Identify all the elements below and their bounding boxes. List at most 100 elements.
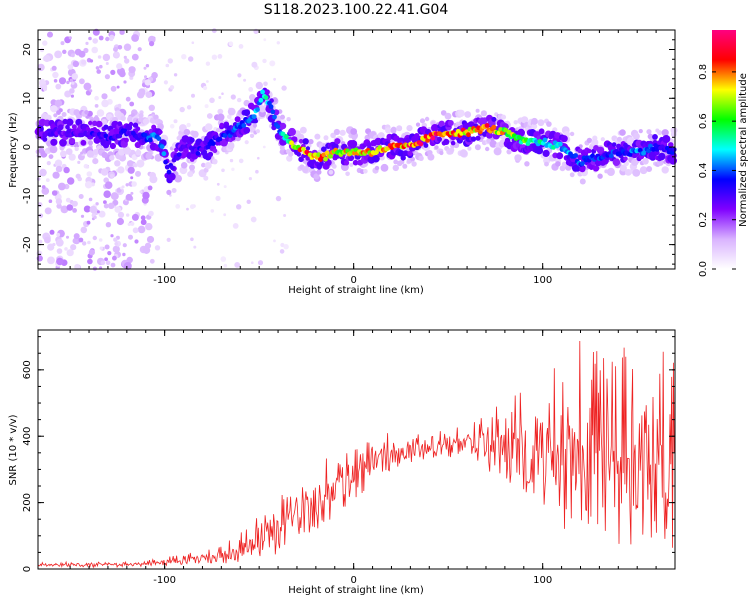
spectrogram-cell (406, 125, 413, 132)
spectrogram-cell (264, 89, 270, 95)
spectrogram-cell (229, 158, 234, 163)
spectrogram-cell (41, 185, 46, 189)
spectrogram-cell (71, 124, 77, 130)
spectrogram-cell (425, 138, 430, 143)
spectrogram-cell (131, 181, 137, 187)
spectrogram-cell (596, 146, 605, 154)
spectrogram-cell (286, 117, 291, 122)
spectrogram-cell (149, 258, 155, 264)
spectrogram-cell (126, 213, 130, 217)
spectrogram-plot-area (34, 28, 678, 271)
spectrogram-cell (145, 63, 150, 68)
spectrogram-cell (275, 195, 282, 202)
spectrogram-cell (542, 137, 548, 143)
spectrogram-cell (314, 133, 321, 140)
spectrogram-cell (189, 164, 195, 171)
spectrogram-cell (241, 123, 247, 128)
spectrogram-cell (399, 159, 405, 165)
spectrogram-cell (296, 133, 305, 142)
spectrogram-cell (671, 147, 677, 152)
spectrogram-cell (117, 211, 125, 218)
spectrogram-cell (122, 252, 126, 257)
spectrogram-cell (146, 236, 154, 243)
spectrogram-cell (124, 58, 130, 64)
spectrogram-cell (48, 154, 54, 160)
spectrogram-cell (170, 165, 175, 171)
spectrogram-cell (334, 138, 341, 145)
spectrogram-cell (569, 172, 575, 178)
spectrogram-cell (52, 171, 60, 179)
spectrogram-cell (231, 167, 235, 171)
spectrogram-cell (444, 112, 452, 120)
spectrogram-cell (99, 266, 103, 270)
spectrogram-cell (130, 191, 134, 195)
spectrogram-cell (215, 195, 221, 201)
spectrogram-cell (255, 107, 260, 112)
spectrogram-cell (59, 138, 67, 147)
spectrogram-cell (71, 73, 79, 80)
spectrogram-cell (555, 161, 561, 167)
y-tick-label: 0 (22, 566, 33, 572)
spectrogram-cell (191, 130, 199, 138)
spectrogram-cell (43, 54, 51, 63)
spectrogram-cell (131, 213, 139, 221)
spectrogram-cell (55, 198, 63, 205)
spectrogram-cell (203, 85, 208, 91)
spectrogram-cell (169, 85, 175, 90)
spectrogram-cell (251, 61, 258, 68)
spectrogram-cell (222, 133, 228, 138)
spectrogram-cell (149, 175, 158, 184)
spectrogram-cell (466, 132, 471, 138)
spectrogram-cell (55, 83, 62, 90)
spectrogram-cell (104, 74, 110, 80)
spectrogram-cell (74, 263, 81, 270)
spectrogram-cell (273, 77, 276, 81)
spectrogram-cell (86, 171, 93, 177)
spectrogram-cell (316, 169, 322, 175)
spectrogram-cell (45, 114, 51, 120)
spectrogram-cell (575, 166, 581, 172)
spectrogram-cell (221, 92, 224, 95)
spectrogram-cell (249, 94, 256, 101)
spectrogram-cell (103, 200, 107, 205)
spectrogram-cell (183, 148, 189, 153)
spectrogram-cell (283, 214, 287, 217)
spectrogram-cell (308, 139, 314, 145)
spectrogram-cell (531, 123, 538, 130)
spectrogram-cell (591, 138, 599, 146)
spectrogram-cell (218, 96, 222, 99)
spectrogram-cell (288, 127, 296, 136)
y-tick-label: 10 (22, 92, 33, 105)
spectrogram-cell (110, 234, 114, 238)
spectrogram-cell (51, 65, 57, 71)
spectrogram-cell (110, 192, 119, 201)
spectrogram-cell (127, 166, 135, 174)
spectrogram-cell (339, 129, 346, 136)
spectrogram-cell (243, 109, 251, 117)
spectrogram-cell (296, 152, 302, 157)
spectrogram-cell (103, 203, 109, 209)
spectrogram-cell (80, 139, 87, 146)
spectrogram-cell (228, 41, 234, 46)
spectrogram-cell (203, 175, 209, 181)
spectrogram-cell (206, 113, 213, 119)
spectrogram-cell (450, 140, 456, 146)
spectrogram-cell (166, 189, 172, 195)
spectrogram-cell (227, 107, 236, 116)
spectrogram-cell (262, 145, 266, 149)
snr-series-line (37, 340, 675, 569)
spectrogram-cell (110, 85, 117, 92)
y-tick-label: 0 (22, 144, 33, 150)
spectrogram-cell (61, 112, 67, 117)
spectrogram-cell (56, 203, 62, 209)
spectrogram-cell (189, 204, 195, 210)
spectrogram-cell (415, 122, 421, 127)
spectrogram-cell (236, 204, 242, 210)
spectrogram-cell (251, 261, 254, 265)
spectrogram-cell (559, 165, 566, 172)
spectrogram-cell (517, 128, 525, 137)
spectrogram-cell (207, 151, 214, 158)
spectrogram-cell (183, 128, 191, 136)
